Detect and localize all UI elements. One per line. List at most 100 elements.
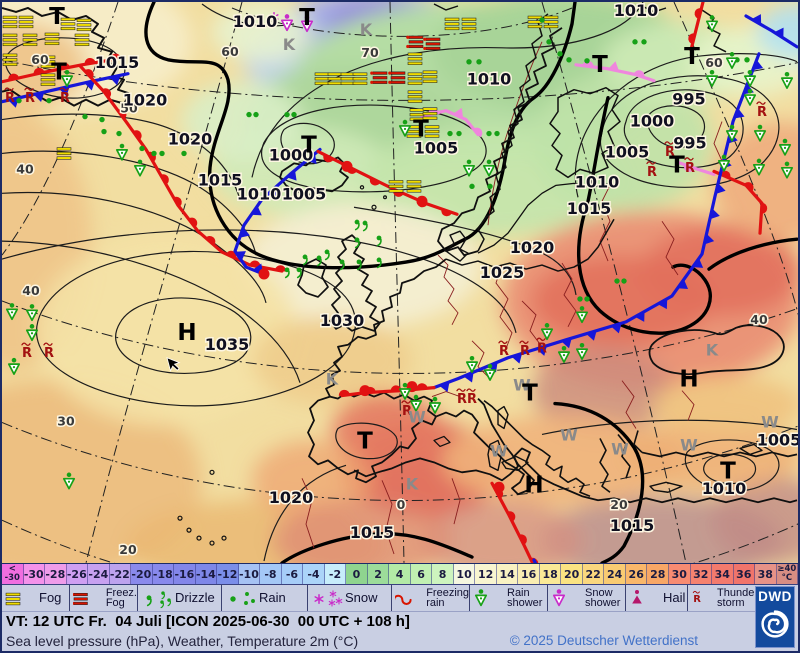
warm-front-dot (359, 385, 371, 397)
warm-front-dot (258, 268, 270, 280)
fog-icon (388, 180, 404, 193)
fog-icon (527, 15, 543, 29)
fog-icon (76, 18, 92, 32)
scale-cell: 12 (475, 564, 497, 584)
svg-text:R: R (537, 341, 547, 356)
legend-label: Snow (345, 589, 378, 605)
pressure-label: 1015 (95, 53, 140, 72)
pressure-label: 1020 (269, 488, 314, 507)
thunderstorm-icon: R (456, 388, 467, 407)
shower-icon (5, 303, 19, 321)
drizzle-icon (376, 235, 382, 247)
pressure-label: 1035 (205, 335, 250, 354)
svg-text:R: R (44, 346, 54, 361)
shower-icon (778, 138, 792, 156)
pressure-center-T: T (413, 117, 429, 143)
legend-label: Thunder storm (717, 586, 758, 609)
pressure-center-T: T (684, 44, 700, 70)
drizzle-icon (167, 598, 172, 607)
thunderstorm-icon: R (664, 141, 675, 160)
graticule-label: 60 (705, 55, 723, 70)
scale-cell: 34 (712, 564, 734, 584)
dwd-spiral-icon (761, 610, 789, 638)
legend-label: Freezing rain (426, 586, 469, 609)
snow-shower-icon (280, 14, 294, 32)
shower-icon (465, 355, 479, 373)
freezing-fog-legend-icon (73, 592, 88, 605)
svg-text:R: R (757, 105, 767, 120)
freezing-fog-icon (370, 71, 388, 84)
airmass-letter-W: W (490, 441, 508, 460)
snow-icon (269, 12, 279, 22)
legend-item-shower: Rain shower (470, 585, 548, 611)
shower-icon (743, 88, 757, 106)
snow-shower-icon (300, 15, 314, 33)
warm-front-dot (341, 160, 353, 172)
shower-icon (483, 363, 497, 381)
pressure-center-T: T (357, 428, 373, 454)
shower-icon (398, 119, 412, 137)
airmass-letter-W: W (513, 376, 531, 395)
pressure-label: 1010 (233, 12, 278, 31)
legend-label: Fog (39, 589, 62, 605)
snow-legend-icon (314, 590, 343, 607)
drizzle-icon (376, 257, 382, 269)
graticule-label: 40 (750, 312, 768, 327)
snow-icon (335, 597, 343, 605)
shower-icon (62, 472, 76, 490)
thunderstorm-icon: R (4, 87, 15, 106)
pressure-label: 1010 (702, 479, 747, 498)
shower-icon (705, 15, 719, 33)
svg-text:R: R (5, 91, 15, 106)
svg-text:R: R (467, 392, 477, 407)
graticule (2, 2, 798, 563)
airmass-letter-W: W (611, 439, 629, 458)
scale-cell: 38 (755, 564, 777, 584)
pressure-label: 995 (672, 90, 705, 109)
scale-cell: 32 (690, 564, 713, 584)
thunderstorm-icon: R (756, 101, 767, 120)
thunderstorm-icon: R (21, 342, 32, 361)
fog-icon (424, 125, 440, 138)
shower-icon (482, 159, 496, 177)
thunderstorm-icon: R (466, 388, 477, 407)
graticule-label: 20 (119, 542, 137, 557)
drizzle-icon (161, 591, 166, 600)
rain-icon (744, 57, 750, 63)
fog-icon (2, 33, 18, 47)
pressure-label: 1005 (757, 430, 800, 449)
pressure-label: 1010 (237, 184, 282, 203)
weather-symbol-legend: Fog Freez. Fog Drizzle Rain Snow Freezing rai… (2, 585, 758, 612)
fog-icon (18, 15, 34, 29)
drizzle-icon (339, 259, 345, 271)
graticule-label: 40 (16, 161, 34, 176)
scale-cell: 26 (625, 564, 648, 584)
legend-item-hail: Hail (626, 585, 688, 611)
legend-label: Rain shower (507, 586, 543, 609)
airmass-letter-K: K (360, 20, 373, 39)
pressure-center-T: T (299, 5, 315, 31)
scale-cell: -10 (238, 564, 261, 584)
rain-icon (566, 57, 572, 63)
scale-cell: 24 (604, 564, 626, 584)
drizzle-icon (146, 595, 152, 607)
thunderstorm-icon: R (536, 337, 547, 356)
legend-item-freezing-rain: Freezing rain (392, 585, 470, 611)
fog-icon (461, 17, 477, 31)
drizzle-icon (362, 220, 368, 232)
fog-icon (406, 180, 422, 193)
scale-cell: 18 (539, 564, 562, 584)
rain-icon (614, 278, 620, 284)
fog-icon (56, 147, 72, 160)
rain-icon (246, 111, 252, 118)
fog-icon (2, 53, 18, 66)
scale-cell: 4 (389, 564, 411, 584)
fog-icon (40, 73, 56, 86)
pressure-label: 1005 (414, 138, 459, 157)
rain-icon (16, 97, 22, 104)
legend-item-freezing-fog: Freez. Fog (70, 585, 138, 611)
rain-icon (159, 150, 165, 157)
shower-icon (409, 394, 423, 412)
fog-icon (352, 72, 368, 85)
